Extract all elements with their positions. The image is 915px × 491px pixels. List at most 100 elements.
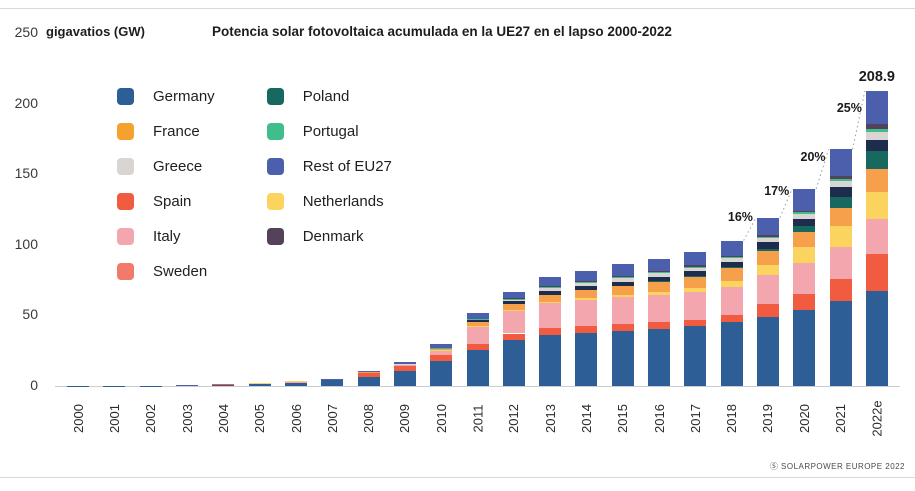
bar-segment-greece-2011 [466, 319, 489, 321]
legend-item-germany: Germany [117, 88, 215, 105]
bar-segment-italy-2016 [648, 294, 671, 322]
legend-item-poland: Poland [266, 88, 392, 105]
bar-segment-rest-of-eu27-2017 [684, 251, 707, 266]
bar-segment-spain-2018 [720, 315, 743, 323]
bar-segment-netherlands-2012 [502, 309, 525, 311]
bar-segment-sweden-2011 [466, 320, 489, 322]
bar-segment-netherlands-2015 [611, 295, 634, 298]
legend-swatch-rest-of-eu27 [266, 158, 284, 175]
bar-segment-greece-2014 [575, 282, 598, 287]
growth-connector-lines [743, 90, 866, 241]
x-tick-2010: 2010 [433, 403, 449, 433]
bar-segment-spain-2009 [393, 366, 416, 372]
credit-line: Ⓢ SOLARPOWER EUROPE 2022 [769, 462, 905, 471]
bar-segment-sweden-2019 [756, 242, 779, 249]
bar-segment-denmark-2015 [611, 276, 634, 278]
chart-title: Potencia solar fotovoltaica acumulada en… [212, 24, 672, 39]
bar-segment-poland-2018 [720, 267, 743, 269]
x-tick-2013: 2013 [542, 403, 558, 433]
legend-item-spain: Spain [117, 193, 215, 210]
legend-swatch-denmark [266, 228, 284, 245]
bar-segment-sweden-2013 [539, 291, 562, 295]
bar-segment-denmark-2016 [648, 271, 671, 273]
x-tick-2009: 2009 [397, 403, 413, 433]
growth-label-2020: 17% [764, 184, 790, 199]
bar-segment-germany-2020 [793, 310, 816, 386]
bar-segment-germany-2019 [756, 316, 779, 386]
bar-segment-denmark-2022e [865, 124, 888, 129]
y-tick-50: 50 [22, 306, 38, 323]
legend-item-denmark: Denmark [266, 228, 392, 245]
bar-segment-denmark-2020 [793, 210, 816, 213]
x-tick-2020: 2020 [796, 403, 812, 433]
bar-segment-spain-2011 [466, 344, 489, 351]
bar-segment-italy-2010 [430, 350, 453, 356]
bar-segment-spain-2007 [321, 379, 344, 381]
legend-swatch-netherlands [266, 193, 284, 210]
bar-segment-netherlands-2013 [539, 301, 562, 303]
bar-segment-portugal-2022e [865, 128, 888, 133]
bar-segment-denmark-2018 [720, 255, 743, 258]
plot-area: 16% 17% 20% 25% 208.9 [60, 33, 895, 386]
legend-label: Denmark [302, 228, 364, 245]
bar-segment-italy-2022e [865, 218, 888, 255]
bar-segment-spain-2022e [865, 254, 888, 291]
bar-segment-germany-2005 [248, 383, 271, 386]
bar-segment-spain-2015 [611, 324, 634, 331]
x-tick-2017: 2017 [687, 403, 703, 433]
bar-segment-france-2010 [430, 348, 453, 351]
legend-label: Italy [153, 228, 181, 245]
bar-segment-france-2019 [756, 250, 779, 265]
bar-segment-france-2020 [793, 231, 816, 248]
total-value-label: 208.9 [858, 69, 895, 86]
bar-segment-italy-2018 [720, 287, 743, 316]
x-tick-2006: 2006 [288, 403, 304, 433]
x-tick-2008: 2008 [361, 403, 377, 433]
bar-segment-rest-of-eu27-2020 [793, 188, 816, 211]
bar-segment-germany-2008 [357, 377, 380, 386]
bar-segment-greece-2015 [611, 277, 634, 282]
bar-segment-italy-2012 [502, 310, 525, 334]
legend-swatch-spain [117, 193, 134, 210]
bar-segment-greece-2013 [539, 287, 562, 292]
bar-segment-italy-2019 [756, 274, 779, 305]
growth-label-2022e: 25% [836, 101, 862, 116]
bar-segment-italy-2021 [829, 247, 852, 279]
x-tick-2001: 2001 [106, 403, 122, 433]
bar-segment-greece-2019 [756, 238, 779, 243]
x-tick-2021: 2021 [833, 403, 849, 433]
bar-segment-netherlands-2016 [648, 291, 671, 295]
legend-item-netherlands: Netherlands [266, 193, 392, 210]
legend-item-portugal: Portugal [266, 123, 392, 140]
legend-item-greece: Greece [117, 158, 215, 175]
x-tick-2000: 2000 [70, 403, 86, 433]
bar-segment-greece-2020 [793, 213, 816, 219]
bar-segment-rest-of-eu27-2014 [575, 270, 598, 281]
bar-segment-italy-2011 [466, 326, 489, 345]
bar-segment-portugal-2015 [611, 277, 634, 278]
bar-segment-france-2012 [502, 304, 525, 310]
legend-label: Germany [153, 88, 215, 105]
bar-segment-greece-2022e [865, 132, 888, 141]
legend-column-1: Germany France Greece Spain Italy Sweden [117, 88, 215, 280]
x-tick-2022e: 2022e [869, 399, 885, 437]
legend-column-2: Poland Portugal Rest of EU27 Netherlands Den… [266, 88, 392, 280]
bar-segment-spain-2016 [648, 321, 671, 329]
x-tick-2012: 2012 [506, 403, 522, 433]
bar-segment-poland-2019 [756, 248, 779, 251]
bar-segment-spain-2013 [539, 328, 562, 335]
bar-segment-denmark-2017 [684, 265, 707, 267]
x-axis-labels: 2000 2001 2002 2003 2004 2005 2006 2007 2008 2009… [60, 392, 895, 444]
bar-segment-rest-of-eu27-2013 [539, 277, 562, 287]
dashed-line-2021-2022e [852, 90, 866, 150]
bar-segment-denmark-2019 [756, 235, 779, 237]
bar-segment-poland-2020 [793, 226, 816, 232]
bar-segment-germany-2018 [720, 322, 743, 386]
bar-segment-france-2015 [611, 285, 634, 296]
legend: Germany France Greece Spain Italy Sweden Polan… [117, 88, 392, 280]
bar-segment-germany-2014 [575, 332, 598, 386]
y-tick-0: 0 [30, 377, 38, 393]
bar-segment-portugal-2020 [793, 212, 816, 214]
bar-segment-spain-2010 [430, 355, 453, 361]
bar-segment-greece-2018 [720, 258, 743, 262]
